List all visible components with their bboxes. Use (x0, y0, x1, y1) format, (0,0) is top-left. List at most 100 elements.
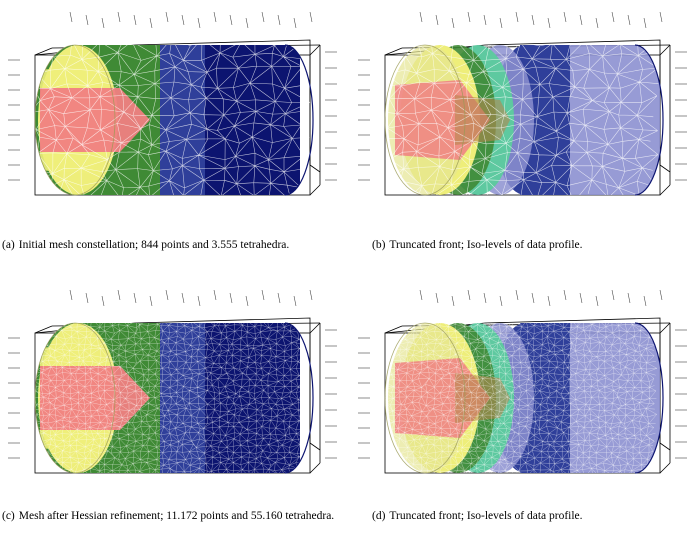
tick-mark (435, 292, 439, 304)
tick-mark (499, 17, 503, 29)
tick-mark (309, 11, 313, 23)
caption-c-text: Mesh after Hessian refinement; 11.172 po… (18, 510, 335, 522)
tick-mark (483, 292, 487, 304)
tick-mark (595, 17, 599, 29)
tick-mark (213, 289, 217, 301)
tick-mark (515, 289, 519, 301)
box-edge (384, 325, 403, 334)
tick-mark (419, 11, 423, 23)
tick-mark (595, 295, 599, 307)
tick-mark (451, 295, 455, 307)
back-cap-edge (634, 322, 664, 474)
tick-mark (467, 11, 471, 23)
caption-c: (c) Mesh after Hessian refinement; 11.172… (2, 508, 352, 524)
tick-mark (133, 14, 137, 26)
tick-mark (229, 14, 233, 26)
tick-mark (213, 11, 217, 23)
tick-mark (229, 292, 233, 304)
tick-mark (69, 11, 73, 23)
box-edge (309, 44, 321, 56)
mesh-path (35, 45, 311, 195)
tick-mark (277, 292, 281, 304)
tick-mark (419, 289, 423, 301)
tick-mark (547, 295, 551, 307)
box-edge (34, 325, 53, 334)
cylinder-body (35, 45, 311, 195)
box-edge (659, 462, 671, 474)
panel-d (350, 278, 700, 508)
axis-ticks-right (325, 329, 337, 459)
axis-ticks-left (8, 59, 20, 181)
panel-d-figure (358, 289, 687, 474)
mesh-lines (385, 323, 657, 473)
tick-mark (611, 289, 615, 301)
tick-mark (435, 14, 439, 26)
band-yellow-bottom (38, 152, 105, 174)
mesh-lines (35, 45, 311, 195)
back-cap-edge (284, 322, 314, 474)
tick-mark (261, 289, 265, 301)
tick-mark (579, 14, 583, 26)
mesh-path (385, 323, 657, 473)
tick-mark (309, 289, 313, 301)
axis-ticks-right (325, 51, 337, 181)
tick-mark (627, 292, 631, 304)
front-cap-outline (34, 322, 116, 474)
box-edge (659, 44, 671, 56)
tick-mark (69, 289, 73, 301)
caption-b-text: Truncated front; Iso-levels of data prof… (389, 239, 583, 251)
tick-mark (483, 14, 487, 26)
tick-mark (245, 295, 249, 307)
mesh-path (385, 45, 659, 195)
panel-c-figure (8, 289, 337, 474)
tick-mark (531, 292, 535, 304)
box-edge (659, 184, 671, 196)
tick-mark (467, 289, 471, 301)
box-edge (309, 322, 321, 334)
back-cap-edge (284, 44, 314, 196)
tick-mark (643, 17, 647, 29)
caption-d-label: (d) (372, 510, 386, 522)
caption-a-label: (a) (2, 239, 15, 251)
box-edge (309, 462, 321, 474)
tick-mark (181, 292, 185, 304)
front-cap-outline (384, 322, 466, 474)
tick-mark (133, 292, 137, 304)
tick-mark (181, 14, 185, 26)
back-cap-edge (634, 44, 664, 196)
panel-b-figure (358, 11, 687, 196)
cylinder-body (35, 323, 308, 473)
tick-mark (117, 289, 121, 301)
caption-c-label: (c) (2, 510, 15, 522)
tick-mark (579, 292, 583, 304)
axis-ticks-top (69, 289, 313, 307)
cylinder-body (385, 323, 660, 473)
tick-mark (85, 292, 89, 304)
tick-mark (611, 11, 615, 23)
tick-mark (149, 295, 153, 307)
tick-mark (563, 11, 567, 23)
caption-b-label: (b) (372, 239, 386, 251)
caption-d: (d) Truncated front; Iso-levels of data p… (372, 508, 692, 524)
tick-mark (531, 14, 535, 26)
tick-mark (499, 295, 503, 307)
tick-mark (563, 289, 567, 301)
axis-ticks-top (419, 289, 663, 307)
core-band-orange (455, 95, 510, 145)
tick-mark (245, 17, 249, 29)
front-cap-outline (384, 44, 466, 196)
axis-ticks-left (358, 59, 370, 181)
tick-mark (165, 289, 169, 301)
axis-ticks-right (675, 329, 687, 459)
core-band-red (40, 88, 150, 152)
axis-ticks-right (675, 51, 687, 181)
caption-d-text: Truncated front; Iso-levels of data prof… (389, 510, 583, 522)
panel-b (350, 0, 700, 230)
tick-mark (451, 17, 455, 29)
band-yellow-top (38, 344, 105, 366)
axis-ticks-left (358, 337, 370, 459)
panel-c (0, 278, 350, 508)
tick-mark (85, 14, 89, 26)
tick-mark (547, 17, 551, 29)
tick-mark (515, 11, 519, 23)
